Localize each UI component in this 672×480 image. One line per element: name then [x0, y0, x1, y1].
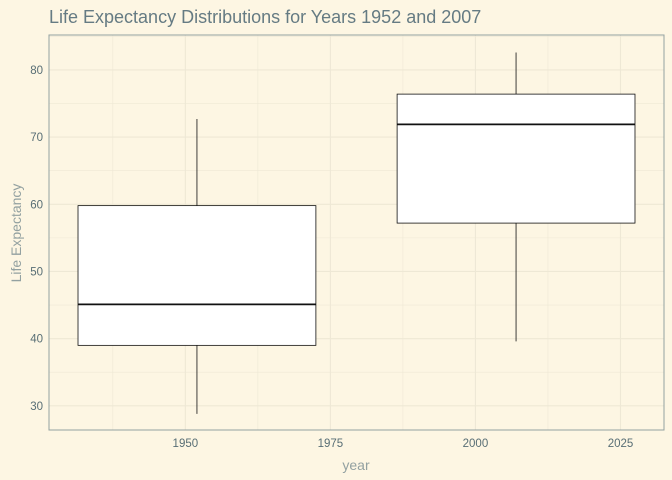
- x-tick-label: 2025: [608, 438, 634, 450]
- panel-border: [48, 34, 665, 431]
- box-iqr-2007: [396, 93, 636, 224]
- axis-ticks: 1950 1975 2000 2025 30 40 50 60 70 80: [30, 65, 633, 450]
- y-tick-label: 30: [30, 401, 43, 413]
- y-tick-label: 70: [30, 132, 43, 144]
- x-tick-label: 1950: [173, 438, 199, 450]
- y-tick-label: 80: [30, 65, 43, 77]
- x-tick-label: 2000: [463, 438, 489, 450]
- box-iqr-1952: [77, 205, 317, 346]
- chart-title: Life Expectancy Distributions for Years …: [49, 7, 481, 27]
- y-tick-label: 40: [30, 334, 43, 346]
- y-tick-label: 60: [30, 199, 43, 211]
- y-axis-title: Life Expectancy: [8, 184, 24, 283]
- box-series: [77, 52, 636, 414]
- x-tick-label: 1975: [318, 438, 344, 450]
- y-tick-label: 50: [30, 266, 43, 278]
- x-axis-title: year: [342, 457, 370, 473]
